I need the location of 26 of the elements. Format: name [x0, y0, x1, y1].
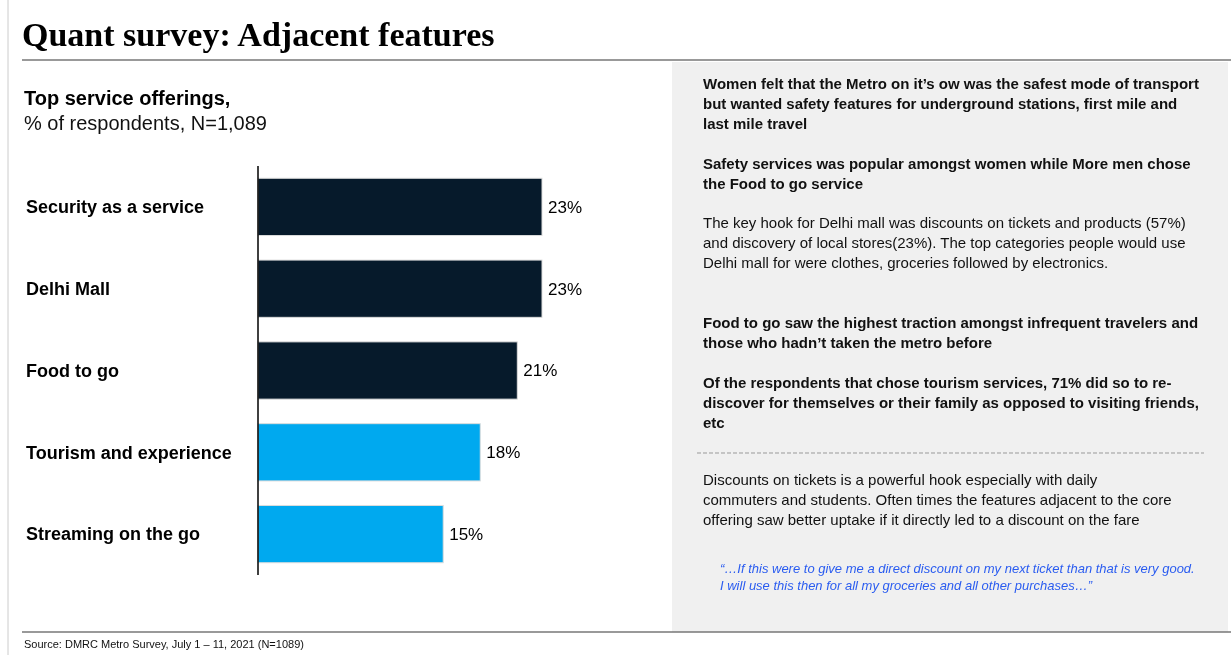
data-label: 18% [486, 443, 521, 463]
bar [257, 423, 481, 482]
text: “…If this were to give me a direct discount on my next ticket than that is very good. I will use this then for all my groceries and all other purchases…” [720, 560, 1196, 594]
y-tick-label: Streaming on the go [26, 524, 201, 545]
chart-subtitle: Top service offerings, [24, 87, 231, 109]
bar [257, 177, 543, 237]
y-tick-label: Food to go [26, 360, 119, 381]
y-tick-label: Delhi Mall [26, 279, 111, 299]
y-tick-label: Tourism and experience [26, 442, 232, 463]
y-tick-label: Security as a service [26, 197, 205, 218]
text: Women felt that the Metro on it’s ow was the safest mode of transport but wanted safety features for underground stations, first mile and last mile travel [703, 74, 1200, 134]
source-note: Source: DMRC Metro Survey, July 1 – 11, 2021 (N=1089) [24, 637, 305, 651]
bar [257, 341, 518, 400]
bar [257, 259, 543, 318]
text: Discounts on tickets is a powerful hook especially with daily commuters and students. Often times the features adjacent to the core offering saw better uptake if it directly led to a discount on the fare [703, 470, 1173, 530]
text: Safety services was popular amongst women while More men chose the Food to go service [703, 154, 1192, 194]
text: % of respondents, N=1,089 [24, 111, 268, 135]
chart-title: Quant survey: Adjacent features [22, 16, 495, 53]
data-label: 15% [449, 525, 484, 545]
data-label: 23% [548, 279, 583, 299]
bar [257, 504, 444, 564]
text: Food to go saw the highest traction amongst infrequent travelers and those who hadn’t taken the metro before [703, 313, 1200, 353]
text: The key hook for Delhi mall was discounts on tickets and products (57%) and discovery of local stores(23%). The top categories people would use Delhi mall for were clothes, groceries followed by electronics. [703, 213, 1187, 273]
text: Of the respondents that chose tourism services, 71% did so to re-discover for themselves or their family as opposed to visiting friends, etc [703, 373, 1200, 433]
data-label: 23% [548, 197, 583, 217]
data-label: 21% [523, 361, 558, 381]
